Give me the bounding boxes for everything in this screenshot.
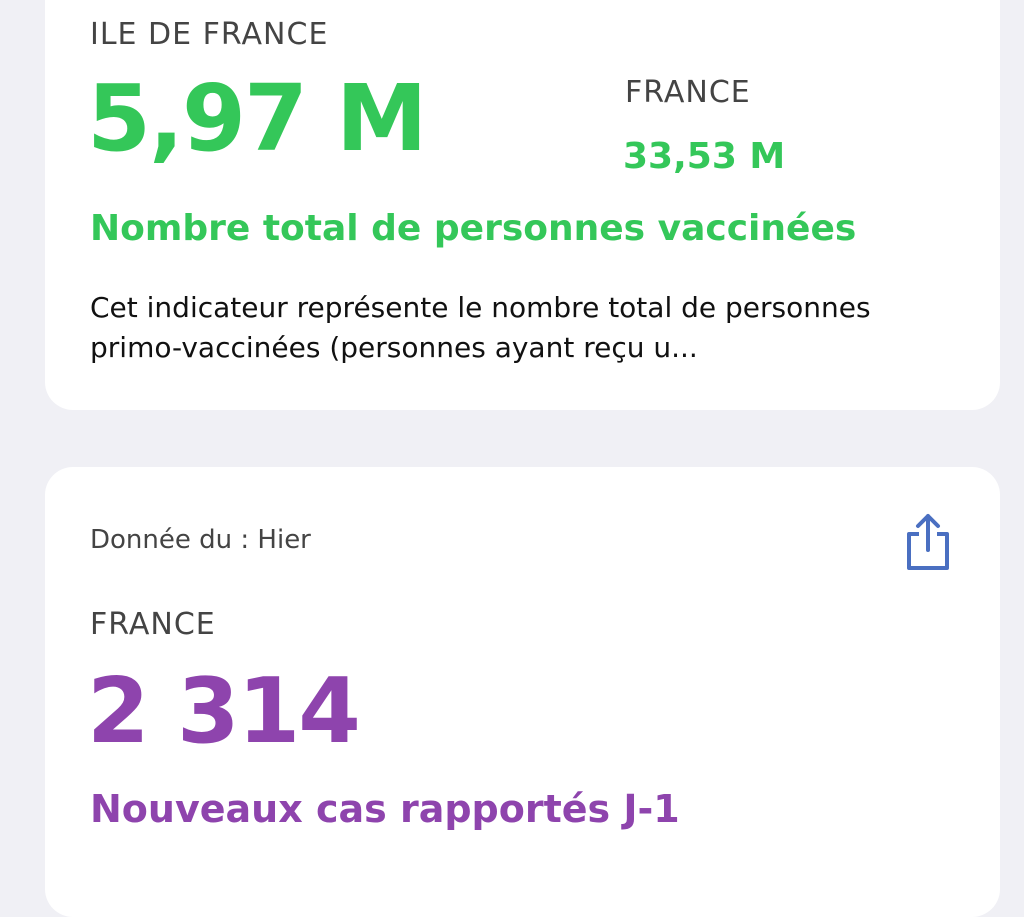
screen: ILE DE FRANCE 5,97 M FRANCE 33,53 M Nomb… bbox=[45, 0, 1000, 917]
region: FRANCE bbox=[90, 607, 216, 642]
date: Donnée du : Hier bbox=[90, 525, 311, 555]
vaccination-card: ILE DE FRANCE 5,97 M FRANCE 33,53 M Nomb… bbox=[45, 0, 1000, 410]
region: ILE DE FRANCE bbox=[90, 17, 329, 52]
main-value: 2 314 bbox=[87, 659, 361, 764]
main-value: 5,97 M bbox=[87, 65, 428, 172]
indicator-label: Nouveaux cas rapportés J-1 bbox=[90, 787, 680, 831]
indicator-label: Nombre total de personnes vaccinées bbox=[90, 208, 857, 249]
share-button[interactable] bbox=[903, 512, 953, 572]
compare-region: FRANCE bbox=[625, 75, 751, 110]
cases-card: Donnée du : Hier FRANCE 2 314 Nouveaux c… bbox=[45, 467, 1000, 917]
compare-value: 33,53 M bbox=[623, 136, 786, 177]
description: Cet indicateur représente le nombre tota… bbox=[90, 291, 871, 364]
